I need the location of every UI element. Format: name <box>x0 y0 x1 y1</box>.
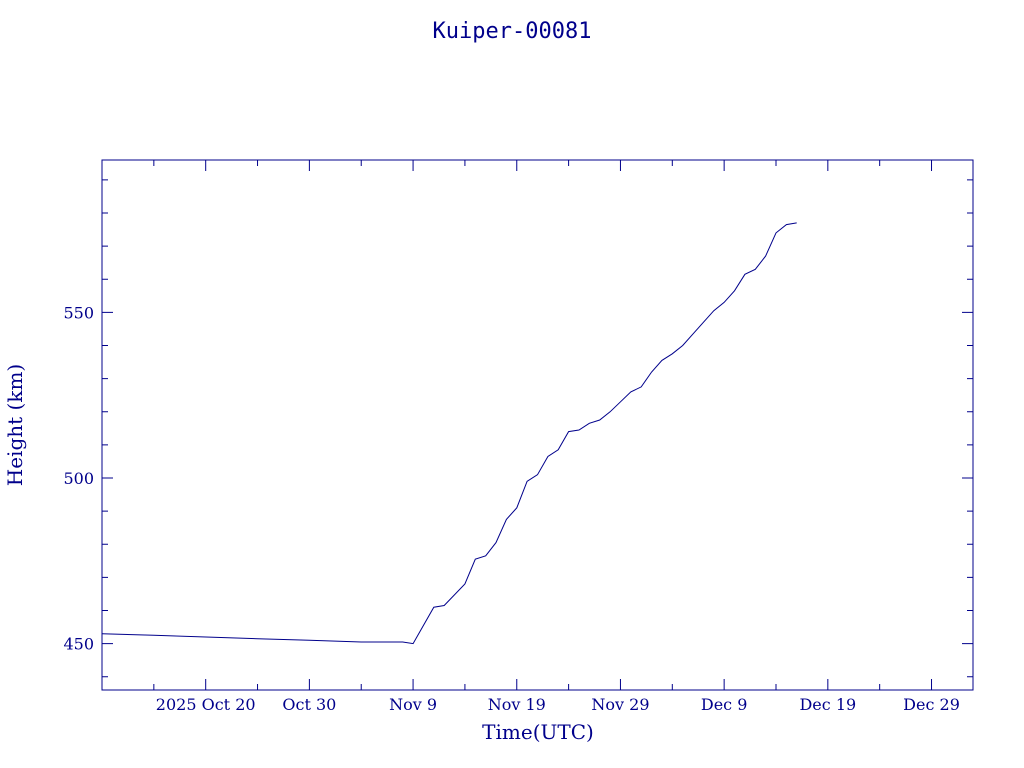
plot-frame <box>101 159 974 691</box>
x-tick-label: Nov 19 <box>488 695 546 714</box>
axis-ticks <box>102 160 973 690</box>
x-tick-label: Dec 29 <box>903 695 960 714</box>
x-tick-label: Nov 29 <box>591 695 649 714</box>
x-tick-label: Dec 19 <box>799 695 856 714</box>
y-tick-label: 500 <box>63 469 94 488</box>
x-tick-label: Oct 30 <box>282 695 336 714</box>
y-axis-label: Height (km) <box>3 364 27 486</box>
x-tick-label: Nov 9 <box>389 695 437 714</box>
y-tick-label: 550 <box>63 303 94 322</box>
x-tick-label: 2025 Oct 20 <box>156 695 256 714</box>
y-tick-label: 450 <box>63 635 94 654</box>
chart-title: Kuiper-00081 <box>433 19 592 44</box>
series-line <box>101 222 797 645</box>
x-axis-label: Time(UTC) <box>482 720 594 744</box>
x-tick-label: Dec 9 <box>701 695 748 714</box>
y-tick-labels: 450 500 550 <box>63 303 94 653</box>
x-tick-labels: 2025 Oct 20 Oct 30 Nov 9 Nov 19 Nov 29 Dec 9 D… <box>156 695 960 714</box>
